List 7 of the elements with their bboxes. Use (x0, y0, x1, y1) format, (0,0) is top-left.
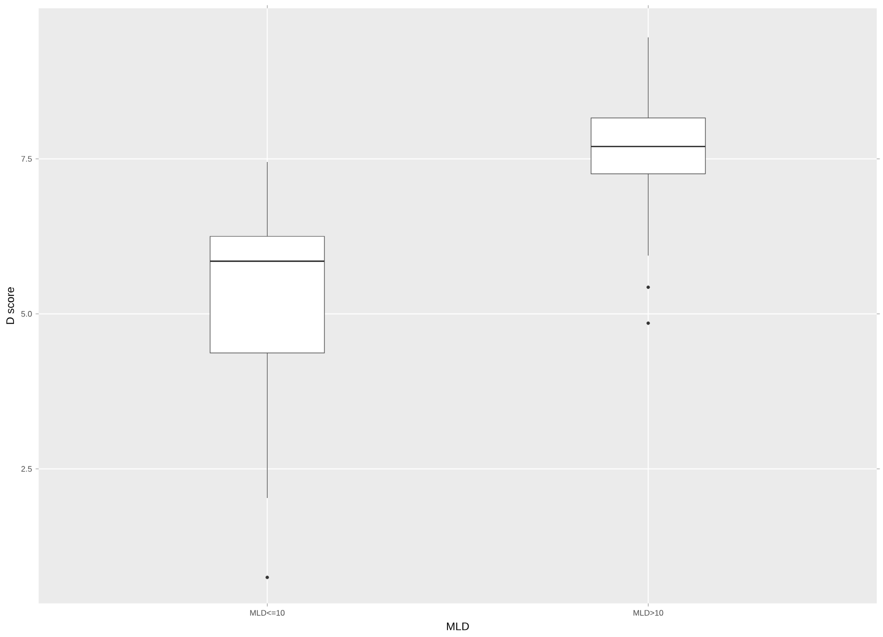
y-tick-label: 5.0 (21, 311, 32, 317)
x-axis-title: MLD (446, 622, 469, 630)
y-tick-label: 7.5 (21, 156, 32, 162)
x-tick-label: MLD>10 (634, 610, 664, 616)
y-axis-title: D score (6, 288, 14, 324)
x-tick-label: MLD<=10 (250, 610, 285, 616)
y-tick-label: 2.5 (21, 466, 32, 472)
